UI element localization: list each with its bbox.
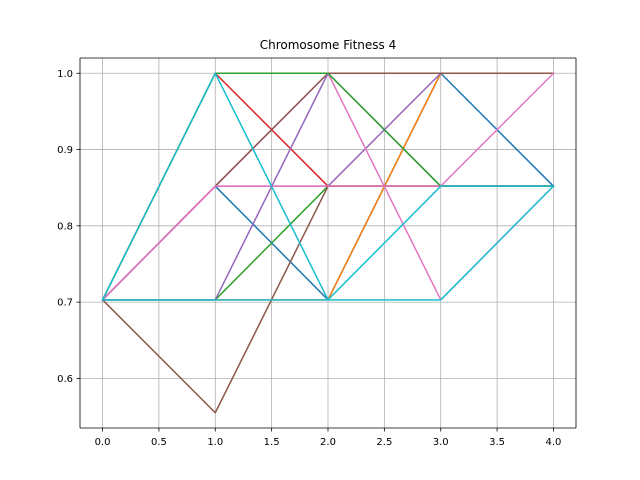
x-tick-label: 2.5 (376, 437, 392, 448)
chart-title: Chromosome Fitness 4 (260, 38, 397, 52)
y-tick-label: 0.7 (57, 298, 73, 309)
x-tick-label: 2.0 (320, 437, 336, 448)
y-tick-label: 0.9 (57, 145, 73, 156)
series-line-11 (101, 72, 555, 301)
series-line-13 (101, 185, 555, 301)
x-tick-label: 1.0 (207, 437, 223, 448)
x-tick-label: 1.5 (264, 437, 280, 448)
x-tick-label: 4.0 (546, 437, 562, 448)
x-axis-ticks: 0.0 0.5 1.0 1.5 2.0 2.5 3.0 3.5 4.0 (95, 428, 562, 448)
y-axis-ticks: 0.6 0.7 0.8 0.9 1.0 (57, 69, 80, 385)
x-tick-label: 3.5 (489, 437, 505, 448)
y-tick-label: 0.8 (57, 221, 73, 232)
x-tick-label: 0.0 (95, 437, 111, 448)
y-tick-label: 1.0 (57, 69, 73, 80)
y-tick-label: 0.6 (57, 374, 73, 385)
x-tick-label: 3.0 (433, 437, 449, 448)
series-lines (101, 72, 555, 414)
x-tick-label: 0.5 (151, 437, 167, 448)
